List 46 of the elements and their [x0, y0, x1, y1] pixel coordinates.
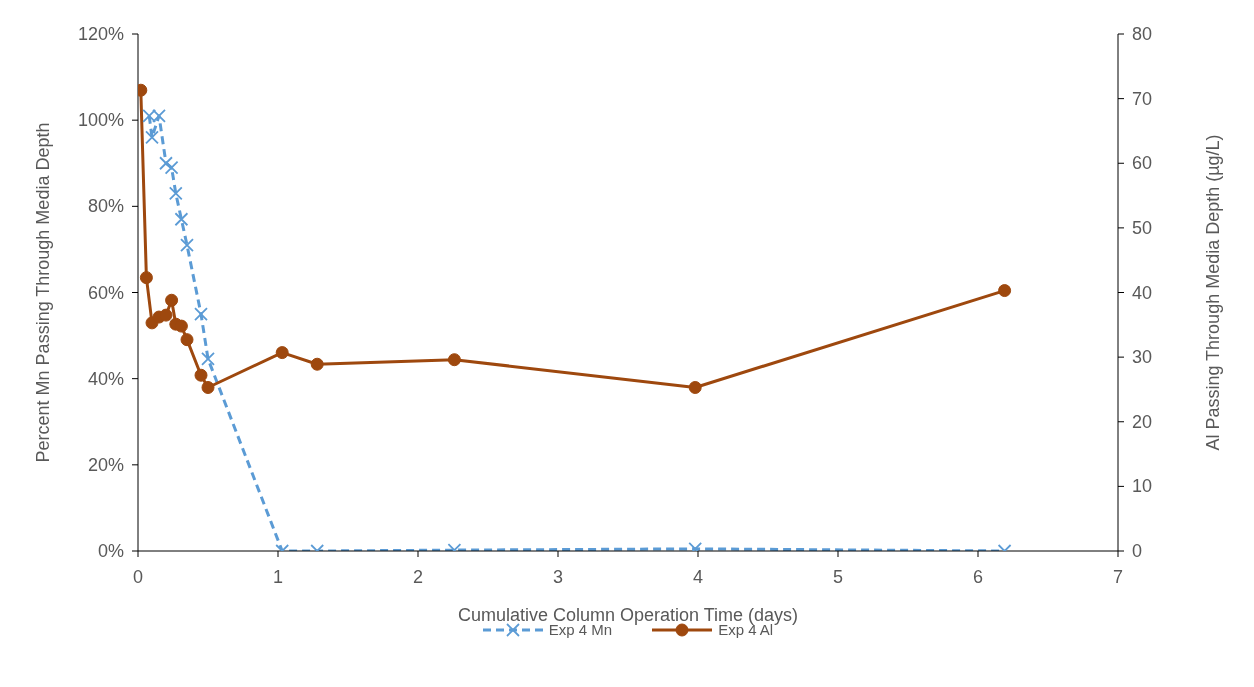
x-tick-label: 1	[272, 567, 284, 587]
x-tick-label: 5	[832, 567, 844, 587]
y2-tick-label: 40	[1132, 282, 1153, 303]
y-tick-label: 20%	[87, 454, 124, 475]
point	[194, 368, 208, 382]
point	[201, 351, 215, 366]
point	[998, 284, 1012, 298]
y2-tick-label: 50	[1132, 217, 1153, 238]
y-axis-title: Percent Mn Passing Through Media Depth	[33, 122, 54, 463]
x-tick-label: 0	[132, 567, 144, 587]
y2-axis-title: Al Passing Through Media Depth (µg/L)	[1203, 134, 1224, 451]
y-tick-label: 40%	[87, 368, 124, 389]
y2-tick-label: 80	[1132, 24, 1153, 44]
point	[174, 212, 189, 227]
y-tick-label: 100%	[77, 110, 124, 131]
point	[180, 333, 194, 347]
y-tick-label: 60%	[87, 282, 124, 303]
x-tick-label: 4	[692, 567, 704, 587]
point	[159, 308, 173, 322]
point	[164, 160, 179, 175]
point	[310, 357, 324, 371]
point	[159, 156, 173, 171]
x-tick-label: 2	[412, 567, 424, 587]
y-tick-label: 0%	[97, 541, 124, 561]
point	[275, 346, 289, 360]
y2-tick-label: 30	[1132, 347, 1153, 368]
x-tick-label: 3	[552, 567, 564, 587]
point	[165, 293, 179, 307]
y-tick-label: 120%	[77, 24, 124, 44]
point	[168, 186, 183, 201]
x-tick-label: 6	[972, 567, 984, 587]
y2-tick-label: 70	[1132, 88, 1153, 109]
point	[180, 238, 194, 253]
point	[174, 319, 188, 333]
y-tick-label: 80%	[87, 196, 124, 217]
point	[447, 353, 461, 367]
point	[194, 307, 208, 321]
y2-tick-label: 10	[1132, 476, 1153, 497]
point	[145, 130, 159, 145]
point	[139, 271, 153, 285]
y2-tick-label: 20	[1132, 411, 1153, 432]
point	[201, 381, 215, 394]
point	[688, 381, 702, 394]
y2-tick-label: 0	[1132, 541, 1143, 561]
x-tick-label: 7	[1112, 567, 1124, 587]
y2-tick-label: 60	[1132, 153, 1153, 174]
